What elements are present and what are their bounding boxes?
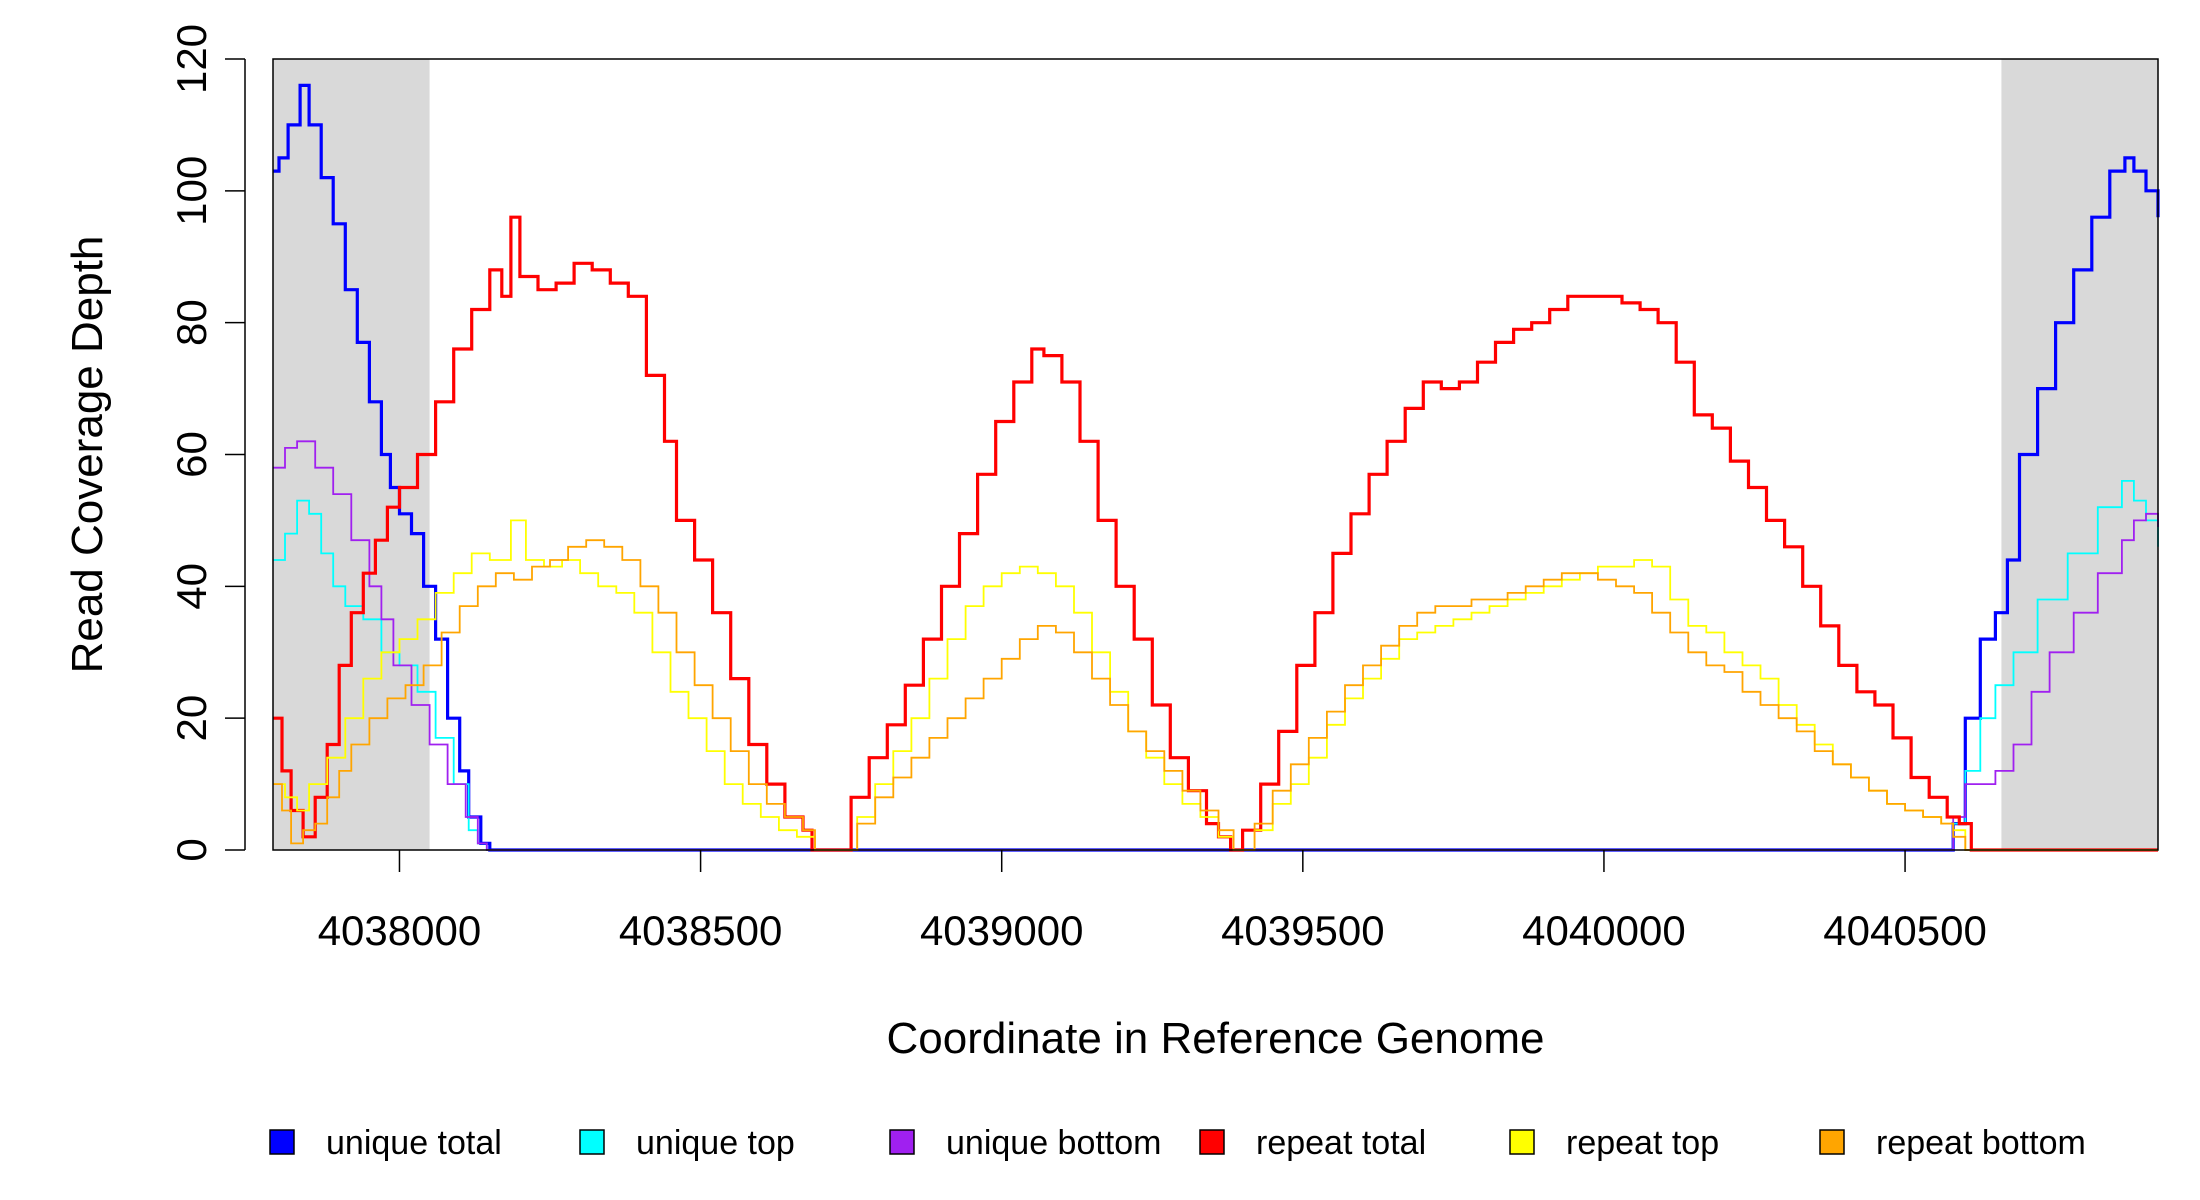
legend-label-repeat-top: repeat top (1566, 1124, 1719, 1162)
y-tick-label: 100 (168, 156, 215, 226)
legend-label-repeat-total: repeat total (1256, 1124, 1426, 1162)
x-axis-title: Coordinate in Reference Genome (887, 1014, 1545, 1063)
x-tick-label: 4038500 (619, 907, 783, 954)
y-tick-label: 80 (168, 299, 215, 346)
y-axis: 0 20 40 60 80 100 120 (168, 24, 246, 862)
legend: unique total unique top unique bottom repea… (269, 1124, 2086, 1162)
x-axis: 4038000 4038500 4039000 4039500 4040000 40405… (318, 850, 1987, 954)
series-line-unique-total (273, 83, 2160, 852)
series-line-repeat-total (273, 215, 2158, 852)
x-tick-label: 4039000 (920, 907, 1084, 954)
plot-frame (272, 58, 2159, 851)
y-tick-label: 20 (168, 695, 215, 742)
legend-label-repeat-bottom: repeat bottom (1876, 1124, 2086, 1162)
series-lines (273, 83, 2160, 852)
series-line-unique-bottom (273, 440, 2159, 851)
x-tick-label: 4040000 (1522, 907, 1686, 954)
y-tick-label: 40 (168, 563, 215, 610)
y-tick-label: 120 (168, 24, 215, 94)
legend-swatch-unique-top (579, 1129, 605, 1155)
legend-label-unique-top: unique top (636, 1124, 795, 1162)
x-tick-label: 4039500 (1221, 907, 1385, 954)
legend-swatch-repeat-top (1509, 1129, 1535, 1155)
legend-swatch-unique-total (269, 1129, 295, 1155)
shaded-regions (273, 59, 2158, 850)
x-tick-label: 4038000 (318, 907, 482, 954)
legend-swatch-unique-bottom (889, 1129, 915, 1155)
legend-label-unique-bottom: unique bottom (946, 1124, 1162, 1162)
series-line-repeat-top (273, 519, 2158, 851)
y-axis-title: Read Coverage Depth (63, 236, 112, 674)
series-line-repeat-bottom (273, 539, 2158, 851)
x-tick-label: 4040500 (1823, 907, 1987, 954)
shaded-region-1 (273, 59, 430, 850)
legend-swatch-repeat-bottom (1819, 1129, 1845, 1155)
y-tick-label: 60 (168, 431, 215, 478)
series-line-unique-top (273, 480, 2159, 851)
legend-swatch-repeat-total (1199, 1129, 1225, 1155)
legend-label-unique-total: unique total (326, 1124, 502, 1162)
y-tick-label: 0 (168, 838, 215, 861)
